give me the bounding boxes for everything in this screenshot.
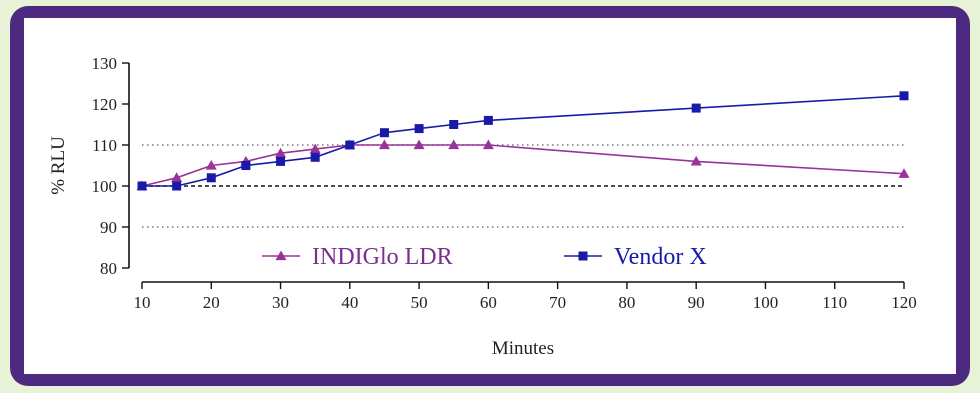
axes: 80 90 100 110 120 130 10 20 30 40 50 60 70 80 90 100 110… [92, 54, 917, 312]
y-tick-label-110: 110 [92, 136, 117, 155]
indiglo-ldr-point-45 [378, 139, 390, 150]
series-vendor-x [137, 91, 909, 191]
indiglo-ldr-point-35 [309, 143, 321, 154]
x-axis-title: Minutes [492, 338, 554, 359]
legend-label-vendor-x: Vendor X [614, 244, 707, 270]
y-tick-label-120: 120 [92, 95, 118, 114]
x-tick-label-50: 50 [411, 293, 428, 312]
indiglo-ldr-point-50 [413, 139, 425, 150]
chart-frame: 80 90 100 110 120 130 10 20 30 40 50 60 70 80 90 100 110… [10, 6, 970, 386]
vendor-x-point-50 [414, 124, 424, 134]
legend-item-vendor-x: Vendor X [564, 244, 707, 270]
line-chart: 80 90 100 110 120 130 10 20 30 40 50 60 70 80 90 100 110… [48, 54, 917, 359]
vendor-x-point-120 [899, 91, 909, 101]
x-tick-label-60: 60 [480, 293, 497, 312]
reference-lines [142, 144, 904, 228]
vendor-x-point-55 [449, 120, 459, 129]
chart-panel: 80 90 100 110 120 130 10 20 30 40 50 60 70 80 90 100 110… [24, 18, 956, 374]
y-tick-label-80: 80 [100, 259, 117, 278]
indiglo-ldr-point-55 [448, 139, 460, 150]
legend-marker-vendor-x [578, 251, 588, 261]
series-line-vendor-x [142, 95, 905, 187]
vendor-x-point-15 [172, 181, 182, 191]
x-tick-label-40: 40 [341, 293, 358, 312]
series-line-indiglo-ldr [141, 144, 905, 187]
vendor-x-point-20 [206, 173, 216, 183]
legend-item-indiglo-ldr: INDIGlo LDR [262, 244, 453, 270]
vendor-x-point-90 [691, 103, 701, 113]
vendor-x-point-10 [137, 181, 147, 191]
indiglo-ldr-point-90 [690, 155, 702, 166]
vendor-x-point-30 [276, 156, 286, 166]
indiglo-ldr-point-120 [898, 168, 910, 178]
vendor-x-point-35 [310, 152, 320, 162]
x-tick-label-80: 80 [618, 293, 635, 312]
x-tick-label-90: 90 [688, 293, 705, 312]
vendor-x-point-25 [241, 161, 251, 170]
x-tick-label-20: 20 [203, 293, 220, 312]
x-tick-label-30: 30 [272, 293, 289, 312]
vendor-x-point-45 [379, 128, 389, 138]
y-tick-label-130: 130 [92, 54, 118, 73]
series-group [136, 91, 910, 191]
indiglo-ldr-point-60 [482, 139, 494, 150]
x-tick-label-110: 110 [822, 293, 847, 312]
vendor-x-point-40 [345, 140, 355, 150]
x-tick-label-10: 10 [134, 293, 151, 312]
vendor-x-point-60 [483, 115, 493, 125]
indiglo-ldr-point-30 [275, 147, 287, 158]
y-tick-label-100: 100 [92, 177, 118, 196]
y-axis-title: % RLU [48, 136, 69, 195]
y-tick-label-90: 90 [100, 218, 117, 237]
indiglo-ldr-point-15 [171, 172, 183, 182]
legend-marker-indiglo-ldr [275, 250, 287, 261]
legend: INDIGlo LDR Vendor X [262, 244, 707, 270]
x-tick-label-100: 100 [753, 293, 779, 312]
legend-label-indiglo-ldr: INDIGlo LDR [312, 244, 453, 270]
x-tick-label-70: 70 [549, 293, 566, 312]
indiglo-ldr-point-20 [205, 160, 217, 170]
x-tick-label-120: 120 [891, 293, 917, 312]
